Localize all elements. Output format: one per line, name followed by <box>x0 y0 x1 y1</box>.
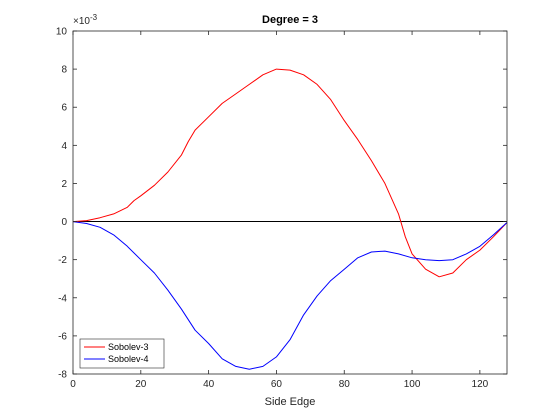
y-exponent-label: ×10-3 <box>73 13 98 27</box>
x-tick-label: 20 <box>135 379 147 390</box>
y-tick-label: 6 <box>61 103 67 114</box>
x-tick-label: 0 <box>70 379 76 390</box>
y-tick-label: -6 <box>58 331 67 342</box>
x-tick-label: 80 <box>339 379 351 390</box>
y-tick-label: 0 <box>61 217 67 228</box>
legend-box <box>79 338 165 369</box>
x-tick-label: 40 <box>203 379 215 390</box>
x-tick-label: 60 <box>271 379 283 390</box>
series-line-sobolev-3 <box>72 68 508 278</box>
y-tick-label: -4 <box>58 293 67 304</box>
y-tick-label: 4 <box>61 141 67 152</box>
legend-label-sobolev-3: Sobolev-3 <box>108 342 149 352</box>
y-tick-label: 2 <box>61 179 67 190</box>
x-tick-label: 120 <box>472 379 489 390</box>
series-line-sobolev-4 <box>72 221 508 370</box>
y-tick-label: 8 <box>61 65 67 76</box>
legend-label-sobolev-4: Sobolev-4 <box>108 354 149 364</box>
x-tick-label: 100 <box>404 379 421 390</box>
chart-title: Degree = 3 <box>262 14 318 26</box>
plot-frame <box>72 30 508 375</box>
y-tick-label: 10 <box>56 27 68 38</box>
y-tick-label: -2 <box>58 255 67 266</box>
plot-area <box>73 31 507 374</box>
legend: Sobolev-3 Sobolev-4 <box>79 338 165 369</box>
x-axis-label: Side Edge <box>265 396 316 408</box>
y-tick-label: -8 <box>58 370 67 381</box>
